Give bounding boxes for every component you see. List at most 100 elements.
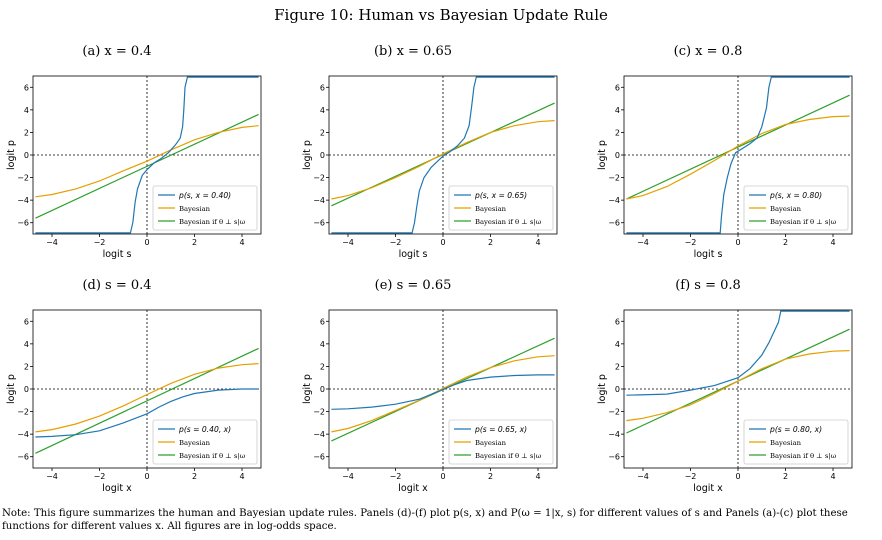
y-tick-label: −2 [313,408,325,417]
y-tick-label: 6 [615,317,620,326]
x-tick-label: 4 [239,238,244,247]
y-tick-label: −6 [608,453,620,462]
panel-2: (b) x = 0.65 −4 −2 0 2 4 −6 −4 −2 0 2 4 6 logit s logi… [302,44,558,260]
legend-box [152,419,258,465]
x-axis-label: logit s [694,249,723,260]
y-tick-label: 0 [320,385,325,394]
y-tick-label: 0 [615,151,620,160]
x-tick-label: 0 [144,472,149,481]
legend-label-indep: Bayesian if θ ⊥ s|ω [770,452,837,460]
panel-title: (c) x = 0.8 [674,44,743,59]
x-tick-label: 0 [440,472,445,481]
panel-1: (a) x = 0.4 −4 −2 0 2 4 −6 −4 −2 0 2 4 6 logit s logit… [6,44,262,260]
legend-label-human: p(s, x = 0.80) [769,191,822,200]
series-line-bayesian [626,350,850,422]
y-tick-label: −2 [608,174,620,183]
x-tick-label: −2 [94,238,106,247]
y-tick-label: −6 [608,219,620,228]
panel-title: (e) s = 0.65 [375,278,452,293]
series-line-indep [35,347,259,454]
series-line-bayesian [626,115,850,200]
legend: p(s = 0.65, x) Bayesian Bayesian if θ ⊥ s|… [448,419,554,465]
y-tick-label: −4 [608,196,620,205]
panel-5: (e) s = 0.65 −4 −2 0 2 4 −6 −4 −2 0 2 4 6 logit x logi… [302,278,558,494]
y-tick-label: −4 [17,196,29,205]
x-tick-label: 2 [192,472,197,481]
legend-label-indep: Bayesian if θ ⊥ s|ω [179,452,246,460]
y-tick-label: −2 [17,408,29,417]
x-tick-label: 0 [144,238,149,247]
series-line-human [626,76,850,234]
legend-label-human: p(s = 0.65, x) [474,425,527,434]
y-tick-label: 0 [24,385,29,394]
y-tick-label: 2 [615,362,620,371]
x-tick-label: 4 [830,238,835,247]
y-tick-label: 2 [320,362,325,371]
x-tick-label: 0 [735,238,740,247]
y-tick-label: 4 [24,106,29,115]
x-tick-label: 2 [783,472,788,481]
series-line-bayesian [331,355,555,433]
x-tick-label: 2 [783,238,788,247]
x-axis-label: logit x [693,483,723,494]
x-tick-label: −2 [390,472,402,481]
y-tick-label: −4 [313,196,325,205]
y-tick-label: 4 [615,340,620,349]
y-tick-label: −4 [608,430,620,439]
y-axis-label: logit p [6,374,17,404]
y-tick-label: 6 [615,83,620,92]
x-tick-label: 2 [488,238,493,247]
y-axis-label: logit p [6,140,17,170]
legend-label-human: p(s = 0.40, x) [178,425,231,434]
series-line-human [35,388,259,438]
panel-3: (c) x = 0.8 −4 −2 0 2 4 −6 −4 −2 0 2 4 6 logit s logit… [597,44,853,260]
y-tick-label: −2 [313,174,325,183]
legend-label-indep: Bayesian if θ ⊥ s|ω [475,218,542,226]
legend-label-bayesian: Bayesian [770,205,802,213]
y-tick-label: 0 [320,151,325,160]
panel-title: (b) x = 0.65 [374,44,452,59]
series-line-human [331,76,555,234]
legend-box [743,185,849,231]
x-tick-label: 0 [735,472,740,481]
series-line-bayesian [35,363,259,433]
legend-label-indep: Bayesian if θ ⊥ s|ω [179,218,246,226]
y-axis-label: logit p [597,374,608,404]
legend-box [743,419,849,465]
x-tick-label: −2 [685,238,697,247]
legend-box [448,419,554,465]
legend-label-human: p(s, x = 0.40) [178,191,231,200]
y-axis-label: logit p [302,140,313,170]
y-tick-label: −4 [17,430,29,439]
series-line-bayesian [331,120,555,200]
x-tick-label: 4 [535,238,540,247]
x-tick-label: 4 [239,472,244,481]
y-axis-label: logit p [302,374,313,404]
legend: p(s = 0.80, x) Bayesian Bayesian if θ ⊥ s|… [743,419,849,465]
y-tick-label: 6 [24,83,29,92]
x-axis-label: logit x [102,483,132,494]
series-line-indep [626,94,850,200]
figure-panels: (a) x = 0.4 −4 −2 0 2 4 −6 −4 −2 0 2 4 6 logit s logit… [6,44,853,494]
series-line-bayesian [35,125,259,198]
legend: p(s = 0.40, x) Bayesian Bayesian if θ ⊥ s|… [152,419,258,465]
legend-box [152,185,258,231]
legend-label-bayesian: Bayesian [179,205,211,213]
y-tick-label: 6 [320,83,325,92]
y-tick-label: −4 [313,430,325,439]
panel-title: (d) s = 0.4 [82,278,151,293]
x-tick-label: 2 [192,238,197,247]
legend: p(s, x = 0.65) Bayesian Bayesian if θ ⊥ s|… [448,185,554,231]
y-tick-label: 2 [24,128,29,137]
y-tick-label: −6 [313,453,325,462]
y-tick-label: 0 [24,151,29,160]
legend-label-indep: Bayesian if θ ⊥ s|ω [770,218,837,226]
x-axis-label: logit s [399,249,428,260]
x-tick-label: −4 [637,472,649,481]
x-tick-label: 0 [440,238,445,247]
legend-label-bayesian: Bayesian [179,439,211,447]
y-tick-label: −6 [313,219,325,228]
y-tick-label: 4 [320,340,325,349]
legend-label-bayesian: Bayesian [475,205,507,213]
y-tick-label: 6 [24,317,29,326]
